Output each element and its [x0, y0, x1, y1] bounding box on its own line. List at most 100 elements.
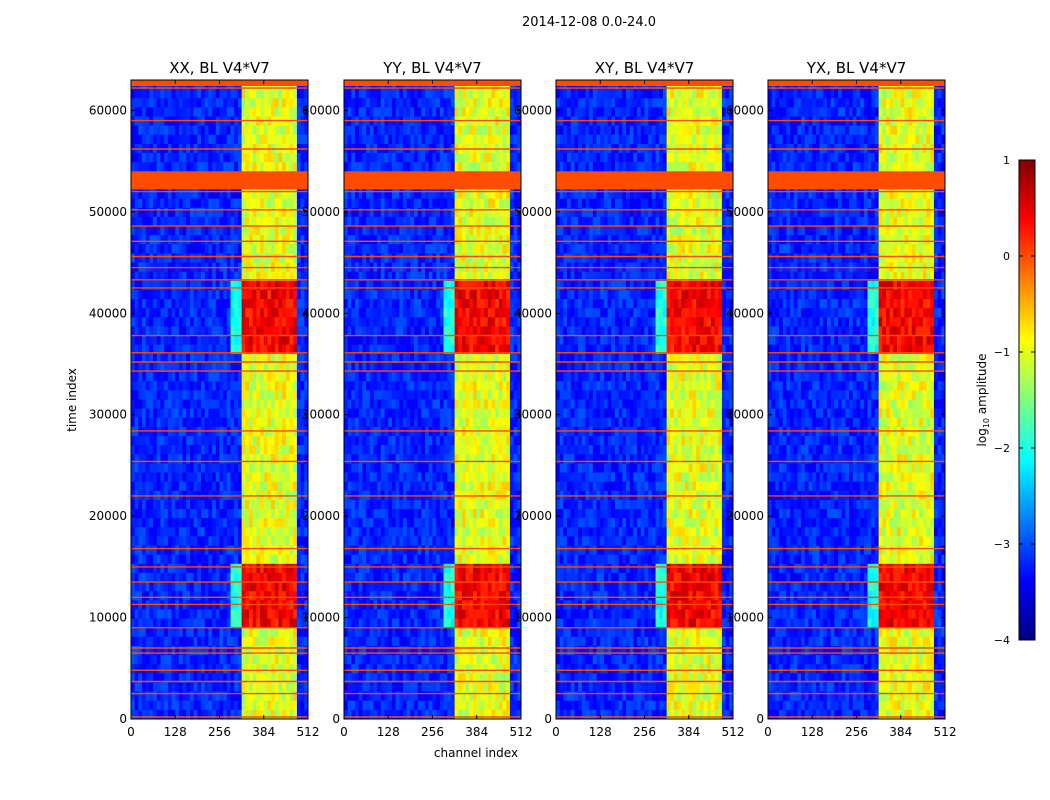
- heatmap-cell: [388, 372, 393, 382]
- heatmap-cell: [178, 563, 184, 574]
- heatmap-cell: [439, 189, 444, 200]
- heatmap-cell: [167, 426, 172, 437]
- heatmap-cell: [380, 89, 385, 99]
- heatmap-cell: [171, 89, 176, 99]
- heatmap-cell: [234, 308, 239, 318]
- heatmap-cell: [241, 545, 246, 556]
- heatmap-cell: [153, 326, 158, 336]
- heatmap-cell: [509, 198, 515, 209]
- heatmap-cell: [443, 299, 448, 309]
- heatmap-cell: [260, 709, 265, 720]
- heatmap-cell: [282, 353, 287, 364]
- heatmap-cell: [175, 408, 180, 419]
- heatmap-cell: [384, 125, 389, 136]
- heatmap-cell: [252, 463, 257, 473]
- heatmap-cell: [263, 655, 268, 665]
- heatmap-cell: [373, 344, 378, 355]
- heatmap-cell: [271, 472, 276, 483]
- heatmap-cell: [142, 417, 147, 428]
- heatmap-cell: [212, 481, 217, 492]
- heatmap-cell: [226, 709, 231, 720]
- heatmap-cell: [204, 436, 209, 446]
- heatmap-cell: [513, 189, 518, 200]
- heatmap-cell: [355, 89, 360, 99]
- heatmap-cell: [428, 271, 433, 282]
- heatmap-cell: [175, 134, 180, 145]
- heatmap-cell: [234, 326, 239, 336]
- heatmap-cell: [513, 271, 518, 282]
- heatmap-cell: [241, 98, 246, 108]
- heatmap-cell: [193, 335, 198, 346]
- heatmap-cell: [484, 162, 489, 172]
- heatmap-cell: [513, 326, 518, 336]
- heatmap-cell: [171, 481, 176, 492]
- heatmap-cell: [362, 226, 367, 236]
- heatmap-cell: [237, 89, 243, 99]
- heatmap-cell: [212, 563, 217, 574]
- heatmap-cell: [271, 381, 276, 391]
- heatmap-cell: [428, 153, 433, 163]
- heatmap-cell: [182, 317, 187, 327]
- heatmap-cell: [362, 344, 367, 355]
- heatmap-cell: [498, 308, 503, 318]
- heatmap-cell: [473, 289, 478, 300]
- heatmap-cell: [293, 445, 298, 455]
- heatmap-cell: [182, 353, 187, 364]
- heatmap-cell: [234, 89, 239, 99]
- heatmap-cell: [417, 89, 422, 99]
- heatmap-cell: [517, 235, 522, 245]
- heatmap-cell: [498, 344, 503, 355]
- heatmap-cell: [249, 299, 254, 309]
- heatmap-cell: [495, 216, 500, 227]
- heatmap-cell: [495, 317, 500, 327]
- heatmap-cell: [425, 372, 430, 382]
- heatmap-cell: [366, 326, 371, 336]
- heatmap-cell: [237, 609, 243, 619]
- heatmap-cell: [406, 198, 411, 209]
- heatmap-cell: [164, 481, 169, 492]
- heatmap-cell: [149, 463, 154, 473]
- heatmap-cell: [153, 527, 158, 537]
- heatmap-cell: [226, 454, 231, 464]
- heatmap-cell: [156, 271, 161, 282]
- heatmap-cell: [164, 627, 169, 638]
- heatmap-cell: [300, 308, 305, 318]
- heatmap-cell: [230, 636, 235, 647]
- heatmap-cell: [391, 89, 397, 99]
- heatmap-cell: [204, 335, 209, 346]
- heatmap-cell: [252, 445, 257, 455]
- heatmap-cell: [175, 153, 180, 163]
- heatmap-cell: [190, 700, 195, 711]
- heatmap-cell: [358, 207, 363, 218]
- heatmap-cell: [432, 134, 437, 145]
- heatmap-cell: [131, 134, 136, 145]
- heatmap-cell: [208, 326, 213, 336]
- heatmap-cell: [300, 454, 305, 464]
- heatmap-cell: [190, 253, 195, 263]
- heatmap-cell: [256, 563, 261, 574]
- heatmap-cell: [351, 235, 356, 245]
- heatmap-cell: [226, 618, 231, 629]
- heatmap-cell: [267, 691, 272, 702]
- heatmap-cell: [388, 280, 393, 291]
- heatmap-cell: [182, 664, 187, 674]
- heatmap-cell: [454, 162, 459, 172]
- heatmap-cell: [351, 289, 356, 300]
- heatmap-cell: [260, 344, 265, 355]
- heatmap-cell: [142, 381, 147, 391]
- heatmap-cell: [186, 125, 191, 136]
- heatmap-cell: [208, 98, 213, 108]
- heatmap-cell: [178, 527, 184, 537]
- heatmap-cell: [167, 463, 172, 473]
- heatmap-cell: [197, 408, 202, 419]
- heatmap-cell: [351, 326, 356, 336]
- heatmap-cell: [377, 198, 382, 209]
- heatmap-cell: [388, 335, 393, 346]
- heatmap-cell: [260, 655, 265, 665]
- heatmap-cell: [208, 390, 213, 400]
- heatmap-cell: [245, 481, 250, 492]
- heatmap-cell: [304, 691, 309, 702]
- heatmap-cell: [506, 198, 511, 209]
- heatmap-cell: [480, 198, 485, 209]
- heatmap-cell: [167, 216, 172, 227]
